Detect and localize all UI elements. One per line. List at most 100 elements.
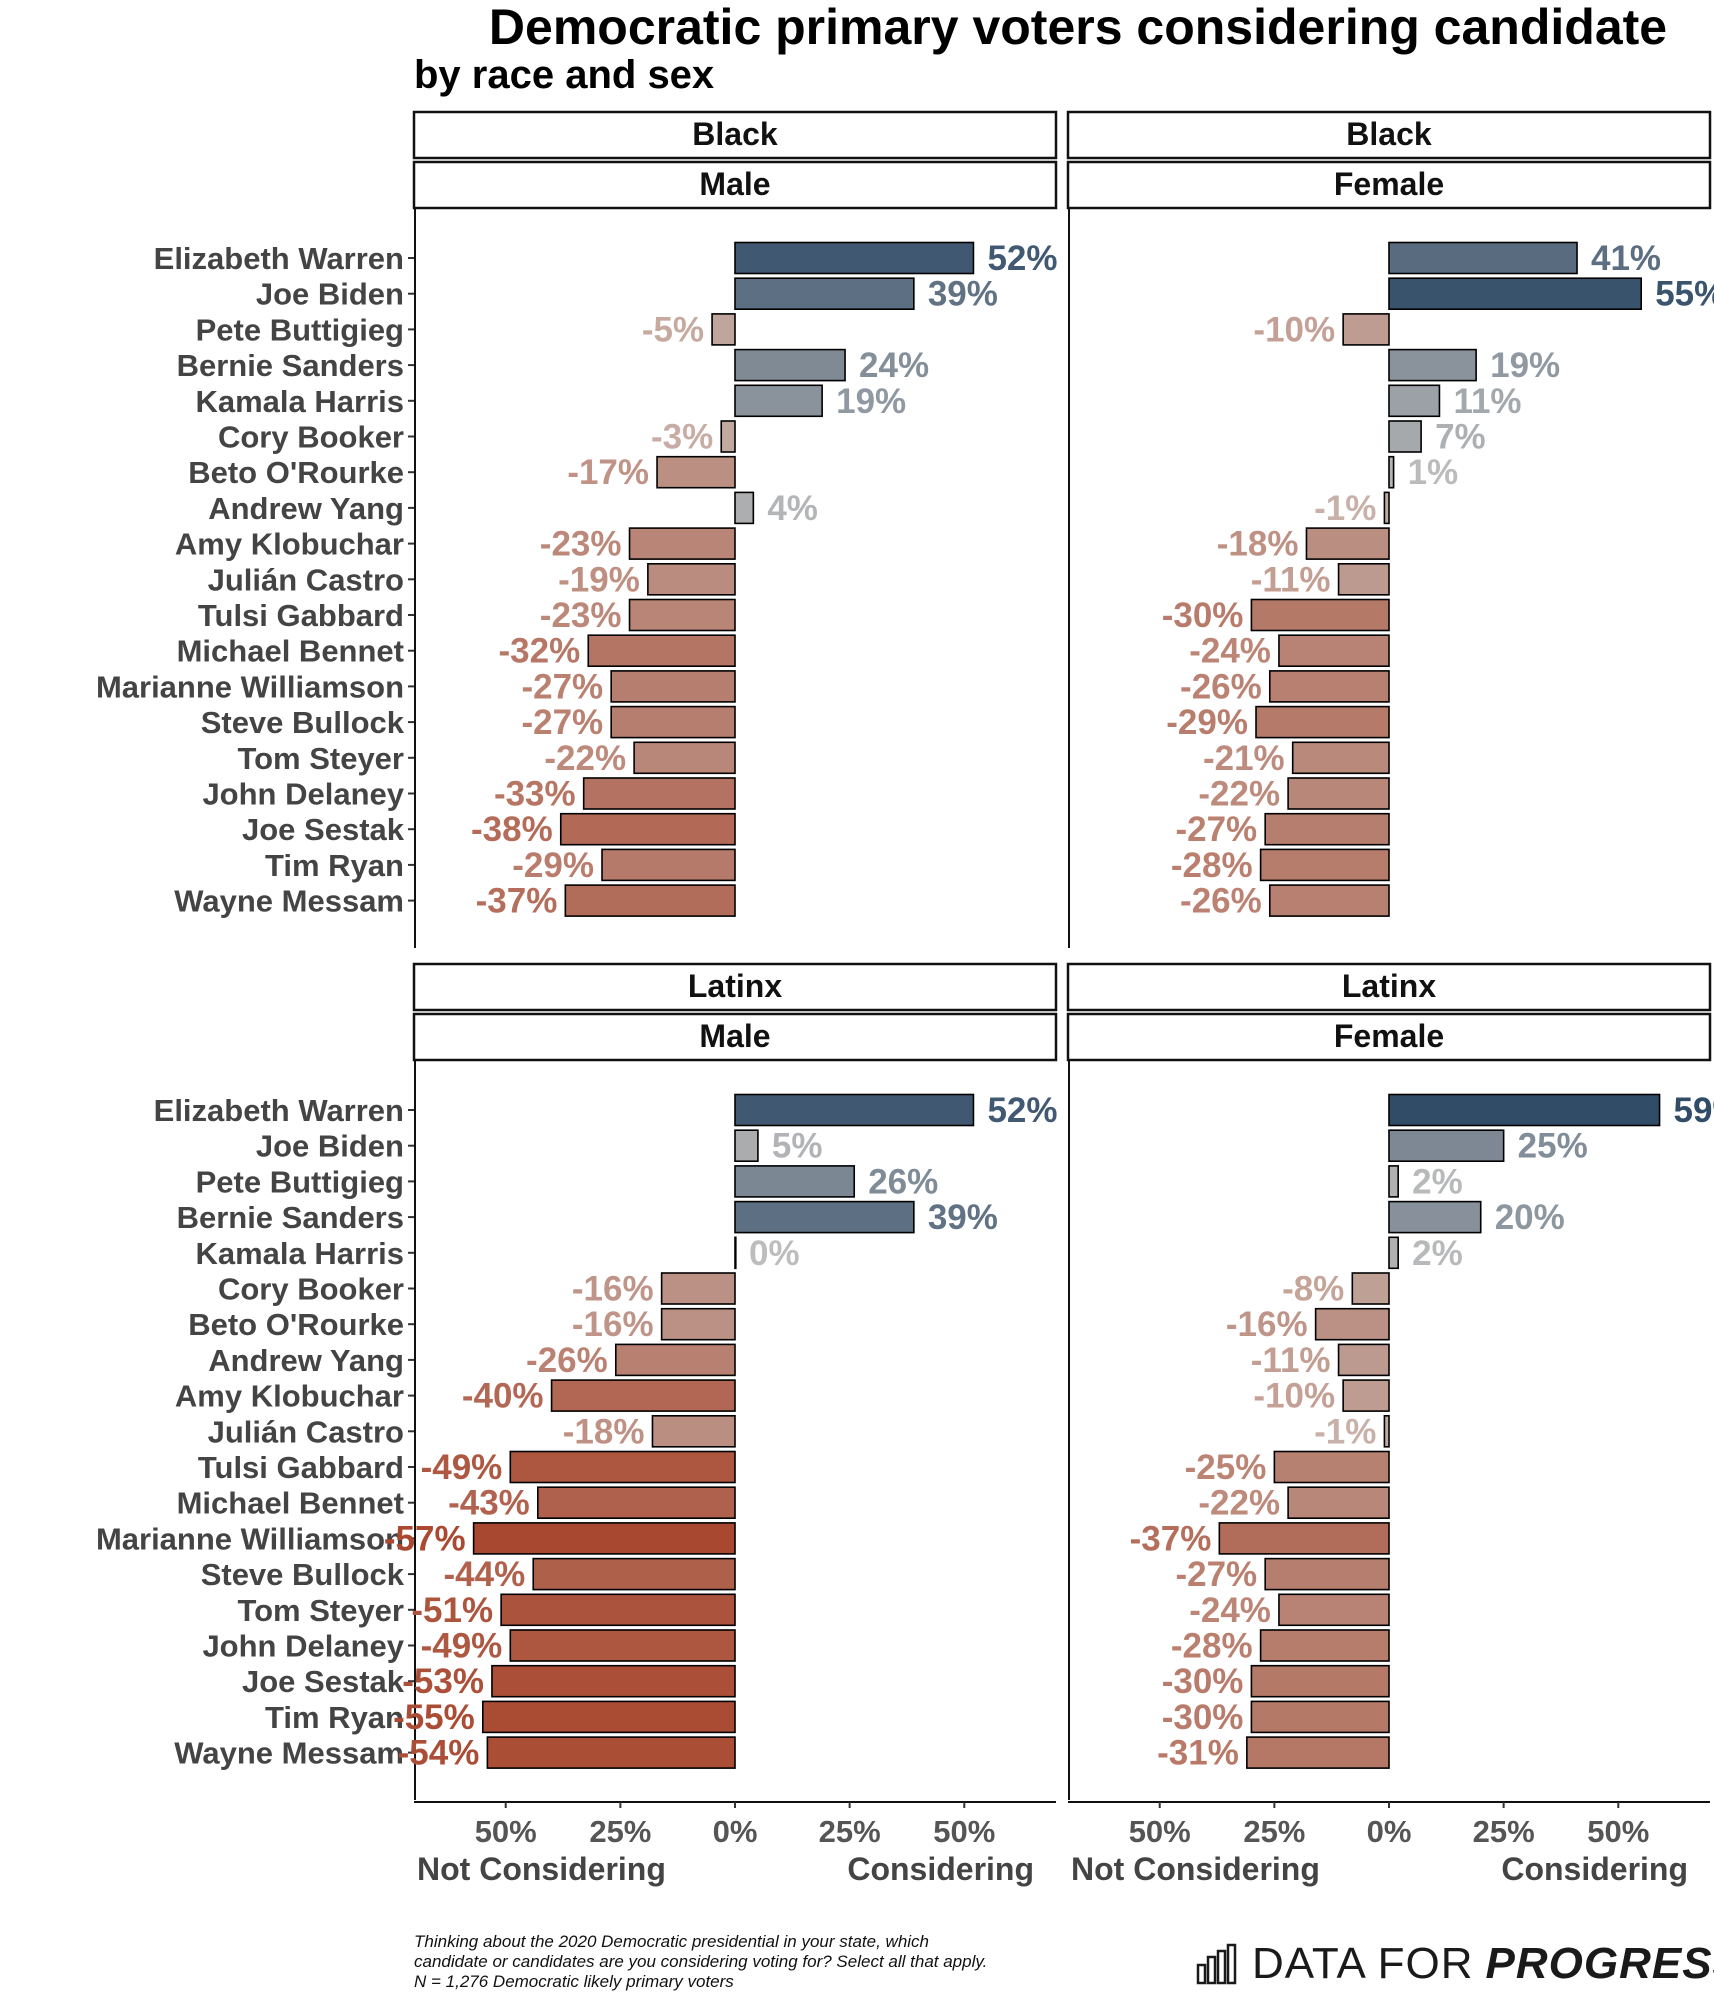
x-tick-label: 50% bbox=[933, 1814, 995, 1849]
category-label: Joe Sestak bbox=[242, 812, 405, 847]
facet-strip-race bbox=[412, 110, 1058, 160]
bar-chart-logo-icon bbox=[1196, 1943, 1237, 1985]
bar bbox=[1351, 1272, 1390, 1305]
category-label: Marianne Williamson bbox=[96, 1521, 404, 1556]
bar bbox=[651, 1415, 736, 1448]
bar bbox=[1278, 1593, 1390, 1627]
bar bbox=[1287, 777, 1390, 810]
facet-strip-sex bbox=[412, 1012, 1058, 1062]
data-label: -30% bbox=[1162, 1698, 1244, 1737]
category-label: Bernie Sanders bbox=[177, 348, 404, 383]
bar bbox=[481, 1700, 736, 1734]
bar bbox=[582, 777, 736, 810]
chart-title: Democratic primary voters considering ca… bbox=[489, 0, 1667, 55]
bar bbox=[660, 1307, 736, 1341]
bar bbox=[1259, 848, 1390, 882]
bar bbox=[1388, 455, 1395, 489]
data-label: -30% bbox=[1162, 596, 1244, 635]
category-label: Cory Booker bbox=[218, 1272, 404, 1307]
x-tick-label: 50% bbox=[475, 1814, 537, 1849]
category-label: Elizabeth Warren bbox=[154, 241, 404, 276]
data-label: -21% bbox=[1203, 739, 1285, 778]
footnote: Thinking about the 2020 Democratic presi… bbox=[414, 1932, 1134, 1992]
data-label: 1% bbox=[1408, 453, 1459, 492]
data-label: 52% bbox=[987, 1091, 1057, 1130]
data-label: -54% bbox=[398, 1734, 480, 1773]
data-label: -44% bbox=[444, 1555, 526, 1594]
category-label: John Delaney bbox=[202, 1629, 404, 1664]
category-label: Kamala Harris bbox=[195, 1236, 404, 1271]
x-tick-label: 0% bbox=[1367, 1814, 1412, 1849]
bar bbox=[1342, 1379, 1390, 1412]
bar bbox=[1273, 1450, 1390, 1484]
bar bbox=[633, 741, 736, 775]
data-label: -57% bbox=[384, 1519, 466, 1558]
data-label: 41% bbox=[1591, 239, 1661, 278]
data-label: -22% bbox=[544, 739, 626, 778]
bar bbox=[734, 277, 915, 311]
bar bbox=[1314, 1307, 1390, 1341]
category-label: Michael Bennet bbox=[177, 1486, 404, 1521]
bar bbox=[1264, 812, 1390, 846]
bar bbox=[734, 1093, 975, 1127]
category-label: Beto O'Rourke bbox=[188, 455, 404, 490]
facet-panel: Black Male Elizabeth Warren 52% Joe Biden 39%… bbox=[96, 110, 1058, 948]
facet-strip-race-label: Latinx bbox=[688, 968, 782, 1004]
data-label: -18% bbox=[563, 1412, 645, 1451]
bar bbox=[628, 598, 736, 632]
footnote-line-1: Thinking about the 2020 Democratic presi… bbox=[414, 1932, 930, 1951]
data-label: 0% bbox=[749, 1234, 800, 1273]
data-label: -11% bbox=[1251, 1341, 1331, 1380]
data-label: -17% bbox=[567, 453, 649, 492]
bar bbox=[1255, 705, 1390, 739]
data-label: 39% bbox=[928, 1198, 998, 1237]
category-label: Joe Biden bbox=[256, 1129, 404, 1164]
data-label: -3% bbox=[651, 418, 713, 457]
data-label: -24% bbox=[1189, 1591, 1271, 1630]
bar bbox=[1388, 1093, 1661, 1127]
data-label: -43% bbox=[448, 1484, 530, 1523]
bar bbox=[601, 848, 736, 882]
bar bbox=[647, 562, 736, 596]
x-tick-label: 25% bbox=[589, 1814, 651, 1849]
data-label: -33% bbox=[494, 775, 576, 814]
x-tick-label: 25% bbox=[1243, 1814, 1305, 1849]
bar bbox=[656, 455, 736, 489]
category-label: Andrew Yang bbox=[208, 1343, 404, 1378]
bar bbox=[1268, 670, 1390, 703]
data-label: -22% bbox=[1198, 1484, 1280, 1523]
bar bbox=[610, 670, 736, 703]
brand-text-bold: PROGRESS bbox=[1485, 1939, 1714, 1988]
data-label: -31% bbox=[1157, 1734, 1239, 1773]
bar bbox=[1287, 1486, 1390, 1519]
category-label: Kamala Harris bbox=[195, 384, 404, 419]
footnote-line-3: N = 1,276 Democratic likely primary vote… bbox=[414, 1972, 734, 1991]
data-label: 7% bbox=[1435, 418, 1486, 457]
facet-strip-sex bbox=[1066, 160, 1712, 210]
bar bbox=[1383, 1415, 1390, 1448]
data-label: -29% bbox=[512, 846, 594, 885]
bar bbox=[734, 1129, 759, 1162]
category-label: Pete Buttigieg bbox=[196, 1164, 404, 1199]
facet-panel: Latinx Female 59% 25% 2% 20% 2% -8%-16%-11%-10%… bbox=[1066, 962, 1714, 1887]
bar bbox=[734, 241, 975, 275]
data-label: -28% bbox=[1171, 1627, 1253, 1666]
bar bbox=[1388, 1236, 1399, 1270]
facet-strip-race bbox=[412, 962, 1058, 1012]
bar bbox=[1250, 1700, 1390, 1734]
bar bbox=[559, 812, 736, 846]
bar bbox=[1383, 491, 1390, 525]
category-label: Joe Sestak bbox=[242, 1664, 405, 1699]
bar bbox=[1388, 277, 1643, 311]
data-label: 25% bbox=[1518, 1127, 1588, 1166]
category-label: Amy Klobuchar bbox=[175, 527, 404, 562]
data-label: -55% bbox=[393, 1698, 475, 1737]
bar bbox=[1388, 348, 1477, 382]
bar bbox=[537, 1486, 736, 1519]
data-label: -16% bbox=[1226, 1305, 1308, 1344]
bar bbox=[1337, 1343, 1390, 1377]
data-label: -37% bbox=[476, 882, 558, 921]
data-label: -16% bbox=[572, 1305, 654, 1344]
category-label: Steve Bullock bbox=[201, 1557, 405, 1592]
facet-strip-sex-label: Female bbox=[1334, 166, 1444, 202]
